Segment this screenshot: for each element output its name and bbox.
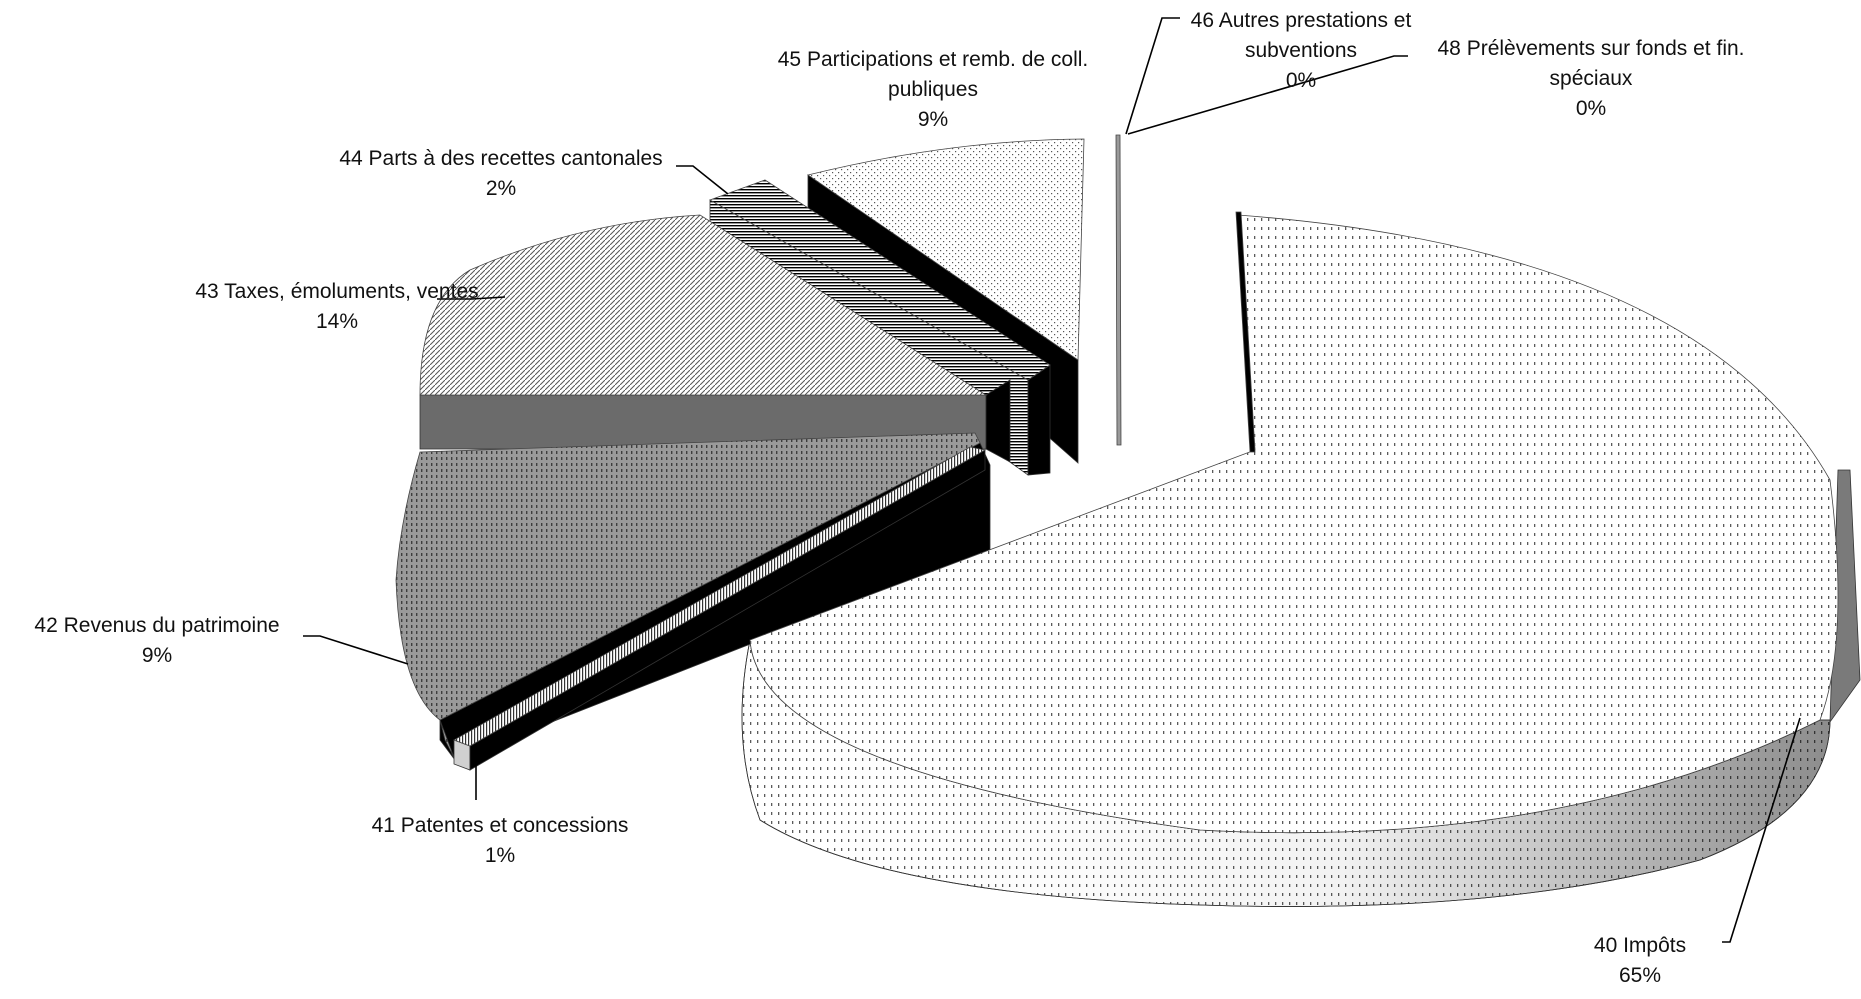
- data-label-name: 45 Participations et remb. de coll.: [778, 48, 1089, 71]
- pie-slice-s46: [1115, 134, 1122, 446]
- data-label-s43: 43 Taxes, émoluments, ventes 14%: [195, 280, 478, 333]
- data-label-percent: 65%: [1619, 964, 1661, 987]
- data-label-percent: 9%: [142, 644, 172, 667]
- leader-line-s48: [1127, 55, 1408, 135]
- pie-slice-s45: [807, 138, 1085, 361]
- leader-line-s44: [676, 165, 729, 195]
- pie-slice-s48: [1235, 211, 1256, 453]
- leader-line-s40: [1722, 717, 1801, 943]
- leader-line-s42: [303, 635, 409, 665]
- data-label-s48: 48 Prélèvements sur fonds et fin. spéciau…: [1438, 37, 1745, 120]
- data-label-percent: 0%: [1576, 97, 1606, 120]
- data-label-name: 41 Patentes et concessions: [372, 814, 629, 837]
- data-label-s45: 45 Participations et remb. de coll. publi…: [778, 48, 1089, 131]
- pie-slice-side-s42: [439, 719, 456, 761]
- data-label-name: 42 Revenus du patrimoine: [34, 614, 279, 637]
- data-label-percent: 2%: [486, 177, 516, 200]
- data-label-name: 43 Taxes, émoluments, ventes: [195, 280, 478, 303]
- pie-slice-side-s43: [985, 379, 1011, 463]
- data-label-name: 48 Prélèvements sur fonds et fin.: [1438, 37, 1745, 60]
- data-label-s42: 42 Revenus du patrimoine 9%: [34, 614, 279, 667]
- data-label-percent: 14%: [316, 310, 358, 333]
- pie-slice-s43: [419, 214, 988, 396]
- data-label-name: 46 Autres prestations et: [1191, 9, 1412, 32]
- data-label-s40: 40 Impôts 65%: [1594, 934, 1686, 987]
- pie-slice-s44: [709, 179, 1051, 381]
- data-label-s44: 44 Parts à des recettes cantonales 2%: [339, 147, 662, 200]
- data-label-percent: 9%: [918, 108, 948, 131]
- pie-slice-s41: [453, 446, 987, 747]
- data-label-percent: 1%: [485, 844, 515, 867]
- pie-slice-s42: [395, 432, 981, 721]
- pie-slice-s40: [749, 214, 1839, 834]
- data-label-name: 44 Parts à des recettes cantonales: [339, 147, 662, 170]
- data-label-name: subventions: [1245, 39, 1357, 62]
- data-label-s46: 46 Autres prestations et subventions 0%: [1191, 9, 1412, 92]
- data-label-name: publiques: [888, 78, 978, 101]
- data-label-s41: 41 Patentes et concessions 1%: [372, 814, 629, 867]
- data-label-name: spéciaux: [1550, 67, 1633, 90]
- pie-slice-side-s44: [1027, 364, 1051, 476]
- data-label-name: 40 Impôts: [1594, 934, 1686, 957]
- leader-line-s46: [1125, 17, 1180, 135]
- leader-line-s43: [437, 296, 506, 300]
- data-label-percent: 0%: [1286, 69, 1316, 92]
